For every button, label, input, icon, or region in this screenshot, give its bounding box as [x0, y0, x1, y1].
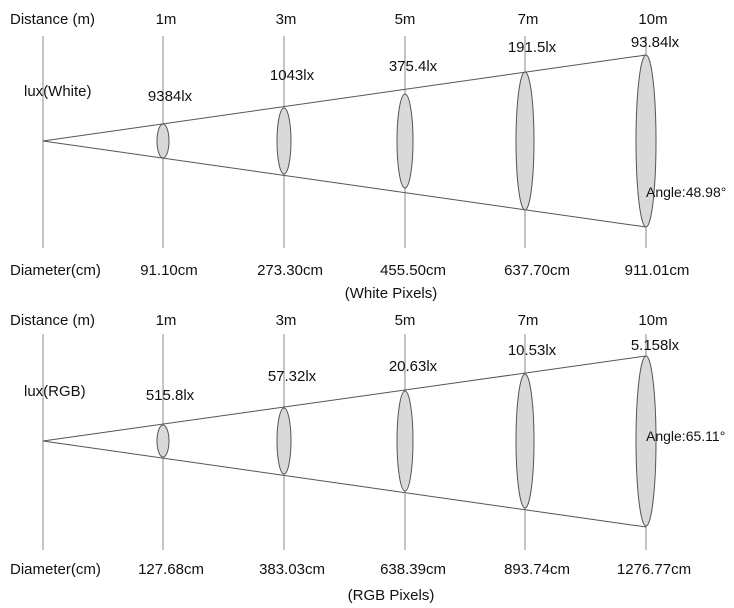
spot-ellipse-3m — [276, 407, 292, 475]
distance-label-7m: 7m — [518, 312, 539, 329]
spot-ellipse-1m — [156, 123, 170, 159]
panel-rgb: Distance (m) lux(RGB) Diameter(cm) (RGB … — [10, 312, 725, 604]
diameter-value-10m: 1276.77cm — [617, 561, 691, 578]
distance-label-7m: 7m — [518, 11, 539, 28]
diameter-value-3m: 273.30cm — [257, 262, 323, 279]
lux-value-7m: 10.53lx — [508, 342, 557, 359]
pixels-caption: (White Pixels) — [345, 285, 438, 302]
pixels-caption: (RGB Pixels) — [348, 587, 435, 604]
distance-label-3m: 3m — [276, 312, 297, 329]
diameter-value-7m: 637.70cm — [504, 262, 570, 279]
lux-value-10m: 93.84lx — [631, 34, 680, 51]
spot-ellipse-1m — [156, 424, 170, 458]
distance-label-10m: 10m — [638, 312, 667, 329]
lux-header: lux(White) — [24, 83, 92, 100]
lux-value-1m: 515.8lx — [146, 387, 195, 404]
lux-header: lux(RGB) — [24, 383, 86, 400]
beam-upper-edge — [42, 355, 647, 442]
beam-angle-label: Angle:65.11° — [646, 428, 725, 444]
spot-ellipse-10m — [635, 355, 657, 527]
lux-value-7m: 191.5lx — [508, 39, 557, 56]
distance-label-5m: 5m — [395, 312, 416, 329]
diameter-header: Diameter(cm) — [10, 262, 101, 279]
lux-value-1m: 9384lx — [148, 88, 193, 105]
lux-value-5m: 375.4lx — [389, 58, 438, 75]
distance-label-10m: 10m — [638, 11, 667, 28]
beam-lower-edge — [42, 440, 647, 528]
spot-ellipse-3m — [276, 107, 292, 175]
distance-label-5m: 5m — [395, 11, 416, 28]
beam-upper-edge — [42, 54, 647, 142]
diameter-value-3m: 383.03cm — [259, 561, 325, 578]
beam-lower-edge — [42, 140, 647, 228]
distance-label-1m: 1m — [156, 11, 177, 28]
beam-angle-label: Angle:48.98° — [646, 184, 726, 200]
lux-value-3m: 1043lx — [270, 67, 315, 84]
diameter-header: Diameter(cm) — [10, 561, 101, 578]
panel-white: Distance (m) lux(White) Diameter(cm) (Wh… — [10, 11, 726, 302]
spot-ellipse-5m — [396, 390, 414, 492]
diameter-value-5m: 455.50cm — [380, 262, 446, 279]
spot-ellipse-5m — [396, 93, 414, 189]
lux-value-5m: 20.63lx — [389, 358, 438, 375]
diameter-value-7m: 893.74cm — [504, 561, 570, 578]
distance-header: Distance (m) — [10, 312, 95, 329]
spot-ellipse-7m — [515, 71, 535, 211]
spot-ellipse-7m — [515, 373, 535, 509]
distance-header: Distance (m) — [10, 11, 95, 28]
spot-ellipse-10m — [635, 54, 657, 228]
lux-value-3m: 57.32lx — [268, 368, 317, 385]
diameter-value-10m: 911.01cm — [625, 262, 690, 279]
distance-label-1m: 1m — [156, 312, 177, 329]
lux-value-10m: 5.158lx — [631, 337, 680, 354]
distance-label-3m: 3m — [276, 11, 297, 28]
diameter-value-1m: 127.68cm — [138, 561, 204, 578]
diameter-value-1m: 91.10cm — [140, 262, 198, 279]
diameter-value-5m: 638.39cm — [380, 561, 446, 578]
